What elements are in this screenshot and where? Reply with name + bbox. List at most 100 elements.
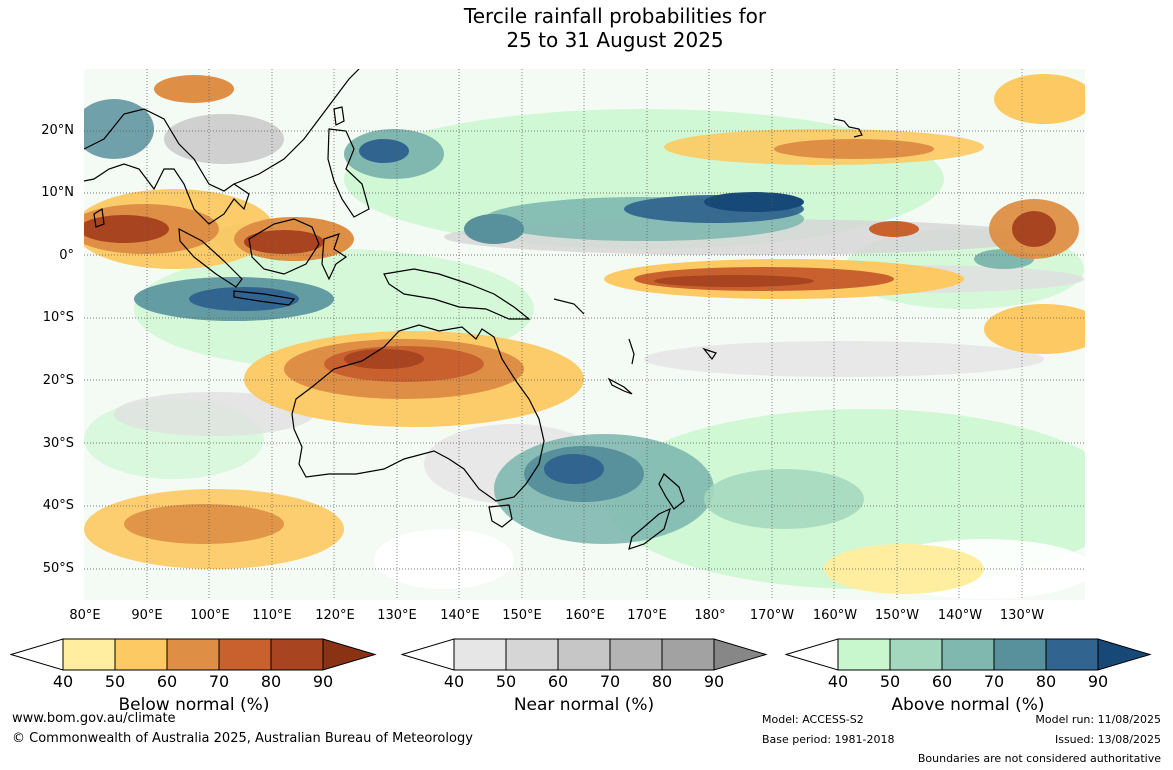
legend-near-tick-80: 80: [651, 672, 673, 691]
legend-near-tick-70: 70: [599, 672, 621, 691]
legend-above-tick-90: 90: [1087, 672, 1109, 691]
probability-map: [84, 69, 1085, 600]
new-zealand-north-coast: [658, 473, 685, 510]
legend-near-tick-60: 60: [547, 672, 569, 691]
map-title-line2: 25 to 31 August 2025: [506, 28, 724, 52]
new-zealand-south-coast: [628, 507, 671, 550]
legend-above-tick-50: 50: [879, 672, 901, 691]
coastlines: [84, 69, 863, 550]
map-graticule: [84, 69, 1085, 600]
new-caledonia-coast: [607, 377, 633, 395]
legend-below-swatch-90: [322, 638, 377, 671]
vanuatu-coast: [628, 338, 635, 365]
footer-disclaimer: Boundaries are not considered authoritat…: [917, 752, 1161, 765]
lon-label-160w: 160°W: [812, 608, 858, 623]
legend-above-swatch-40: [837, 638, 891, 671]
lon-label-80e: 80°E: [69, 608, 101, 623]
footer-model-run: Model run: 11/08/2025: [1035, 713, 1161, 726]
legend-below-tick-40: 40: [52, 672, 74, 691]
hawaii-coast: [833, 118, 863, 138]
legend-below-swatch-70: [218, 638, 272, 671]
footer-url[interactable]: www.bom.gov.au/climate: [12, 711, 176, 726]
china-coast: [233, 69, 360, 185]
lat-label-10s: 10°S: [42, 310, 74, 325]
sumatra-coast: [178, 227, 243, 288]
legend-above-swatch-80: [1045, 638, 1099, 671]
java-coast: [233, 290, 296, 306]
borneo-coast: [248, 218, 320, 275]
legend-above-tick-70: 70: [983, 672, 1005, 691]
map-title: Tercile rainfall probabilities for 25 to…: [0, 4, 1173, 52]
lat-label-20n: 20°N: [41, 123, 74, 138]
legend-below-caption: Below normal (%): [118, 695, 270, 715]
lat-label-0: 0°: [59, 248, 74, 263]
legend-near-tick-50: 50: [495, 672, 517, 691]
lon-label-100e: 100°E: [190, 608, 230, 623]
legend-above-caption: Above normal (%): [891, 695, 1045, 715]
philippines-coast: [327, 128, 370, 218]
legend-below-swatch-80: [270, 638, 324, 671]
legend-above-swatch-70: [993, 638, 1047, 671]
legend-below-swatch-40: [62, 638, 116, 671]
lon-label-120e: 120°E: [315, 608, 355, 623]
legend-below-tick-80: 80: [260, 672, 282, 691]
lon-label-140e: 140°E: [440, 608, 480, 623]
lat-label-50s: 50°S: [42, 561, 74, 576]
legend-above-tick-40: 40: [827, 672, 849, 691]
legend-above-tick-60: 60: [931, 672, 953, 691]
footer-issued: Issued: 13/08/2025: [1054, 733, 1161, 746]
lon-label-130e: 130°E: [377, 608, 417, 623]
lon-label-170w: 170°W: [749, 608, 795, 623]
legend-above-colorbar: [785, 638, 1152, 671]
legend-near-swatch-70: [609, 638, 663, 671]
lat-label-30s: 30°S: [42, 436, 74, 451]
fiji-coast: [702, 347, 717, 361]
legend-below-tick-60: 60: [156, 672, 178, 691]
new-guinea-coast: [383, 268, 531, 320]
legend-near-tick-90: 90: [703, 672, 725, 691]
map-title-line1: Tercile rainfall probabilities for: [463, 4, 767, 28]
legend-below-swatch-60: [166, 638, 220, 671]
legend-above-swatch-50: [889, 638, 943, 671]
lat-label-20s: 20°S: [42, 373, 74, 388]
asia-mainland-coast: [84, 108, 250, 225]
solomon-coast: [553, 298, 585, 315]
probability-map-svg: [84, 69, 1085, 600]
legend-below-swatch-50: [114, 638, 168, 671]
legend-below-colorbar: [10, 638, 377, 671]
lon-label-170e: 170°E: [627, 608, 667, 623]
legend-below-tick-50: 50: [104, 672, 126, 691]
sulawesi-coast: [321, 233, 348, 281]
legend-above-tick-80: 80: [1035, 672, 1057, 691]
footer-copyright: © Commonwealth of Australia 2025, Austra…: [12, 731, 473, 746]
legend-near-swatch-50: [505, 638, 559, 671]
legend-above-swatch-60: [941, 638, 995, 671]
legend-near-swatch-80: [661, 638, 715, 671]
lon-label-150w: 150°W: [874, 608, 920, 623]
legend-above-swatch-90: [1097, 638, 1152, 671]
legend-near-swatch-40: [453, 638, 507, 671]
legend-near-caption: Near normal (%): [513, 695, 655, 715]
australia-coast: [291, 324, 545, 502]
legend-near-swatch-90: [713, 638, 768, 671]
lon-label-150e: 150°E: [502, 608, 542, 623]
lon-label-110e: 110°E: [252, 608, 292, 623]
legend-near-tick-40: 40: [443, 672, 465, 691]
footer-model: Model: ACCESS-S2: [762, 713, 864, 726]
legend-below-tick-70: 70: [208, 672, 230, 691]
lon-label-140w: 140°W: [937, 608, 983, 623]
lon-label-130w: 130°W: [999, 608, 1045, 623]
legend-near-swatch-60: [557, 638, 611, 671]
lon-label-90e: 90°E: [131, 608, 163, 623]
tasmania-coast: [488, 504, 513, 528]
lon-label-180: 180°: [694, 608, 726, 623]
rainfall-probability-fields: [84, 74, 1085, 599]
legend-below-tick-90: 90: [312, 672, 334, 691]
footer-base-period: Base period: 1981-2018: [762, 733, 895, 746]
lon-label-160e: 160°E: [565, 608, 605, 623]
sri-lanka-coast: [93, 207, 105, 228]
legend-near-colorbar: [401, 638, 768, 671]
taiwan-coast: [333, 106, 345, 126]
lat-label-10n: 10°N: [41, 185, 74, 200]
lat-label-40s: 40°S: [42, 498, 74, 513]
